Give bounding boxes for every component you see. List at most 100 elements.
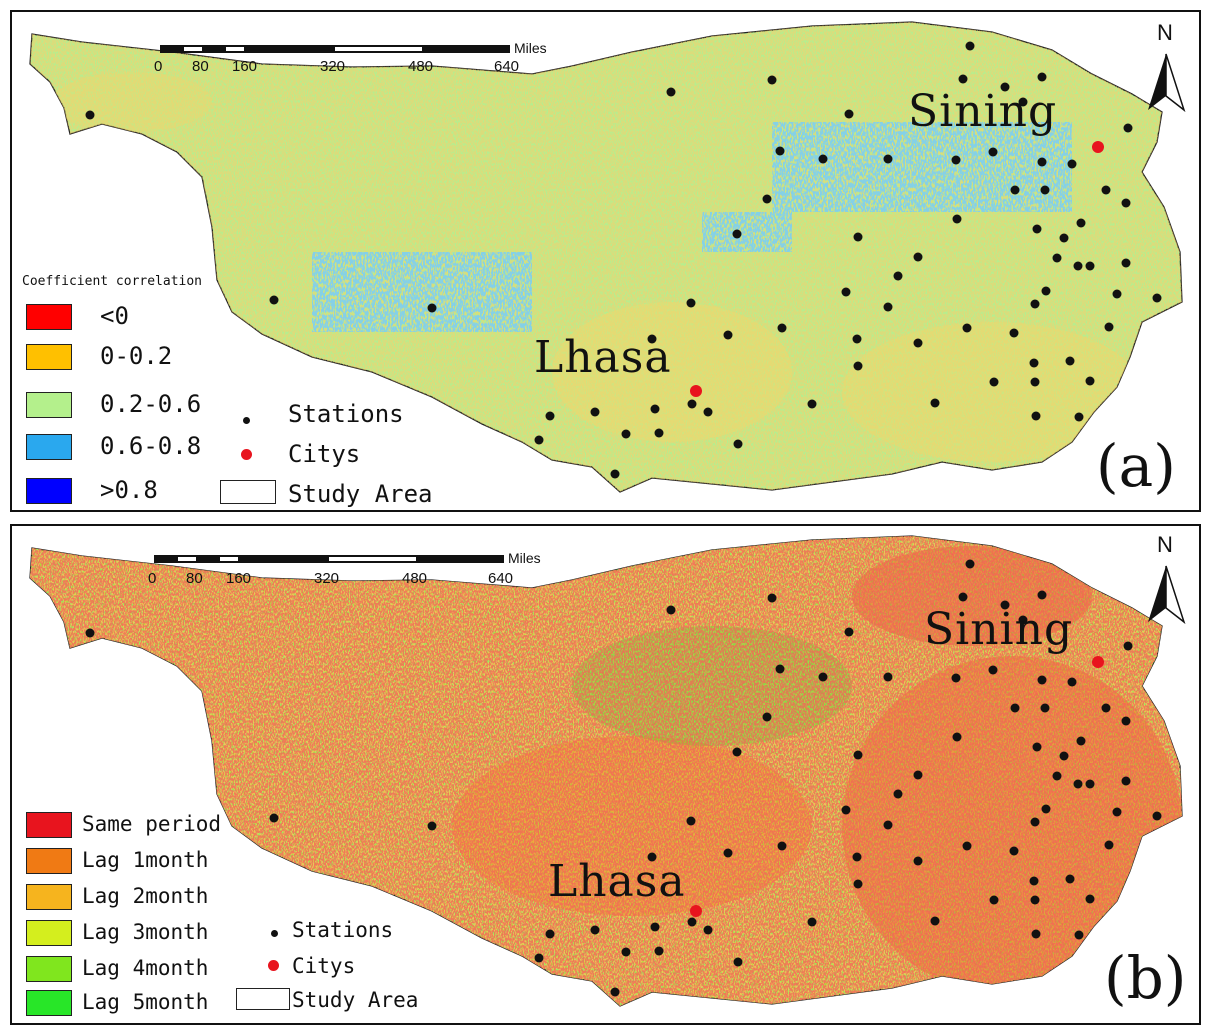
station-point [733, 439, 743, 449]
station-point [777, 323, 787, 333]
station-point [1121, 258, 1131, 268]
north-label-b: N [1157, 532, 1173, 557]
station-point [650, 922, 660, 932]
city-label-sining: Sining [908, 86, 1058, 137]
legend-swatch-same-period [26, 812, 72, 838]
station-point [1029, 876, 1039, 886]
station-point [775, 664, 785, 674]
station-point [951, 673, 961, 683]
station-point [1076, 218, 1086, 228]
station-point [610, 987, 620, 997]
station-point [1037, 157, 1047, 167]
station-point [1040, 703, 1050, 713]
station-point [1085, 894, 1095, 904]
station-point [1041, 286, 1051, 296]
station-point [1040, 185, 1050, 195]
station-point [1037, 72, 1047, 82]
station-point [1067, 677, 1077, 687]
station-point [687, 399, 697, 409]
station-point [818, 672, 828, 682]
station-point [654, 428, 664, 438]
legend-station-icon [243, 417, 250, 424]
station-point [930, 916, 940, 926]
station-point [853, 750, 863, 760]
city-points-a [690, 141, 1104, 397]
station-point [853, 361, 863, 371]
station-point [893, 271, 903, 281]
legend-label-same-period: Same period [82, 812, 222, 836]
legend-label-stations: Stations [288, 400, 404, 428]
station-point [1031, 411, 1041, 421]
station-point [703, 407, 713, 417]
station-point [1041, 804, 1051, 814]
station-point [853, 232, 863, 242]
scale-bar-a [160, 45, 510, 53]
legend-title: Coefficient correlation [22, 274, 203, 289]
station-point [1029, 358, 1039, 368]
station-point [723, 330, 733, 340]
station-point [762, 712, 772, 722]
station-point [767, 75, 777, 85]
station-point [621, 947, 631, 957]
station-point [1009, 846, 1019, 856]
station-point [883, 302, 893, 312]
station-point [1074, 412, 1084, 422]
legend-city-icon [241, 449, 252, 460]
legend-label-0-0.2: 0-0.2 [100, 342, 173, 370]
station-point [1031, 929, 1041, 939]
legend-swatch-lag2 [26, 884, 72, 910]
station-point [1112, 807, 1122, 817]
station-point [269, 813, 279, 823]
city-points-b [690, 656, 1104, 917]
legend-swatch-0.2-0.6 [26, 392, 72, 418]
station-point [732, 229, 742, 239]
station-point [1065, 356, 1075, 366]
legend-study-area-icon-b [236, 988, 290, 1010]
city-label-lhasa: Lhasa [534, 332, 672, 383]
station-point [1104, 322, 1114, 332]
station-point [1152, 293, 1162, 303]
station-point [1059, 233, 1069, 243]
station-point [841, 287, 851, 297]
station-point [1032, 742, 1042, 752]
station-point [733, 957, 743, 967]
station-point [807, 399, 817, 409]
station-point [686, 816, 696, 826]
station-point [853, 879, 863, 889]
station-point [1112, 289, 1122, 299]
station-point [723, 848, 733, 858]
station-point [1009, 328, 1019, 338]
city-label-sining-b: Sining [924, 604, 1074, 655]
station-point [952, 214, 962, 224]
legend-label-lag2: Lag 2month [82, 884, 209, 908]
station-point [952, 732, 962, 742]
north-label: N [1157, 20, 1173, 45]
station-point [883, 672, 893, 682]
station-point [590, 407, 600, 417]
station-point [647, 334, 657, 344]
station-point [965, 559, 975, 569]
station-point [686, 298, 696, 308]
station-point [1073, 261, 1083, 271]
station-point [1030, 377, 1040, 387]
station-point [1067, 159, 1077, 169]
station-point [650, 404, 660, 414]
legend-label-lag5: Lag 5month [82, 990, 209, 1014]
legend-label-lag4: Lag 4month [82, 956, 209, 980]
station-point [883, 820, 893, 830]
station-point [841, 805, 851, 815]
station-point [610, 469, 620, 479]
station-point [1010, 703, 1020, 713]
station-point [767, 593, 777, 603]
station-point [545, 411, 555, 421]
station-point [777, 841, 787, 851]
station-point [913, 338, 923, 348]
station-point [732, 747, 742, 757]
scale-tick-480: 480 [408, 58, 434, 75]
station-point [988, 665, 998, 675]
station-point [962, 841, 972, 851]
north-arrow-icon-b [1148, 565, 1186, 625]
station-point [958, 74, 968, 84]
station-point [1018, 615, 1028, 625]
city-point-lhasa-b [690, 905, 702, 917]
